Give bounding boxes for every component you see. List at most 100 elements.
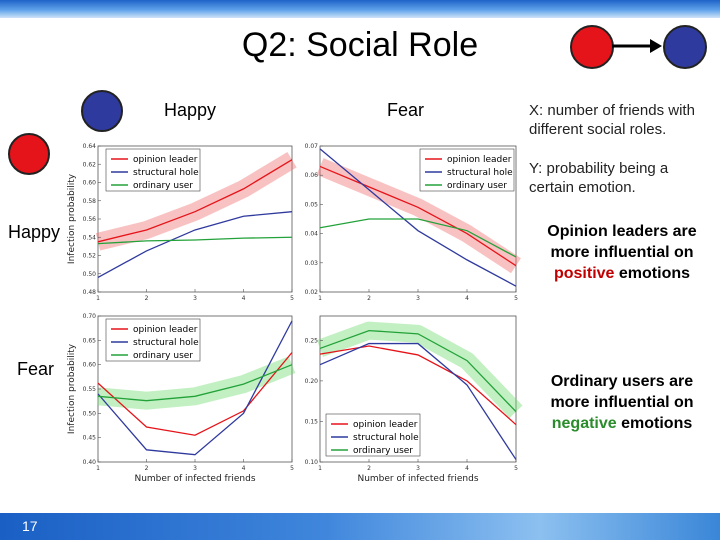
x-tick-label: 5 (514, 295, 518, 302)
series-line-ordinary-user (319, 218, 517, 258)
x-tick-label: 3 (416, 295, 420, 302)
red-node-icon (8, 133, 50, 175)
legend-box (105, 318, 201, 362)
x-tick-label: 5 (290, 465, 294, 472)
y-tick-label: 0.45 (83, 435, 97, 442)
legend-label: structural hole (133, 338, 199, 348)
y-description: probability being a certain emotion. (529, 160, 669, 196)
red-node-icon (570, 25, 614, 69)
series-line-ordinary-user (97, 364, 293, 402)
x-axis-label: Number of infected friends (357, 474, 478, 484)
y-tick-label: 0.48 (83, 289, 97, 296)
legend-box (325, 413, 421, 457)
y-tick-label: 0.10 (305, 459, 319, 466)
positive-highlight: positive (553, 265, 615, 282)
y-tick-label: 0.03 (305, 260, 319, 267)
opinion-text-1: Opinion leaders are more influential on (547, 223, 697, 261)
y-tick-label: 0.02 (305, 289, 319, 296)
y-tick-label: 0.25 (305, 337, 319, 344)
y-tick-label: 0.55 (83, 386, 97, 393)
series-line-structural-hole (97, 211, 293, 278)
legend-label: structural hole (353, 433, 419, 443)
chart-happy-fear: 0.02 0.03 0.04 0.05 0.06 0.07 1 2 3 4 5 opinion lea… (305, 143, 521, 302)
blue-node-icon (81, 90, 123, 132)
chart-happy-happy: 0.48 0.50 0.52 0.54 0.56 0.58 0.60 0.62 0.64 1 2 3 4… (67, 143, 297, 302)
x-tick-label: 2 (367, 465, 371, 472)
y-axis-explanation: Y: probability being a certain emotion. (529, 159, 714, 197)
y-tick-label: 0.04 (305, 231, 319, 238)
y-tick-label: 0.50 (83, 410, 97, 417)
y-axis-label: Infection probability (67, 173, 77, 264)
arrow-icon (612, 39, 662, 53)
y-axis-label: Infection probability (67, 343, 77, 434)
legend-label: opinion leader (133, 155, 198, 165)
x-tick-label: 1 (96, 465, 100, 472)
series-line-opinion-leader (319, 165, 517, 267)
legend-label: structural hole (447, 168, 513, 178)
x-tick-label: 1 (96, 295, 100, 302)
x-tick-label: 2 (145, 465, 149, 472)
x-tick-label: 5 (514, 465, 518, 472)
x-axis-explanation: X: number of friends with different soci… (529, 101, 714, 139)
column-label-happy: Happy (164, 100, 217, 120)
row-label-fear: Fear (17, 359, 55, 379)
y-tick-label: 0.65 (83, 337, 97, 344)
y-tick-label: 0.40 (83, 459, 97, 466)
y-tick-label: 0.60 (83, 180, 97, 187)
series-line-opinion-leader (319, 345, 517, 426)
ordinary-text-1: Ordinary users are more influential on (550, 373, 694, 411)
opinion-leaders-finding: Opinion leaders are more influential on … (534, 221, 710, 284)
y-tick-label: 0.54 (83, 234, 97, 241)
x-tick-label: 2 (145, 295, 149, 302)
opinion-text-2: emotions (618, 265, 691, 282)
column-label-fear: Fear (387, 100, 425, 120)
legend-label: ordinary user (133, 351, 193, 361)
chart-fear-fear: 0.10 0.15 0.20 0.25 1 2 3 4 5 opinion leader struc… (305, 315, 523, 484)
y-tick-label: 0.64 (83, 143, 97, 150)
x-tick-label: 5 (290, 295, 294, 302)
x-tick-label: 4 (465, 295, 469, 302)
series-line-structural-hole (319, 148, 517, 287)
legend-box (105, 148, 201, 192)
y-tick-label: 0.58 (83, 198, 97, 205)
x-prefix: X: (529, 102, 544, 119)
y-tick-label: 0.50 (83, 271, 97, 278)
legend-box (419, 148, 515, 192)
series-line-opinion-leader (97, 352, 293, 436)
negative-highlight: negative (551, 415, 617, 432)
y-tick-label: 0.60 (83, 362, 97, 369)
blue-node-icon (663, 25, 707, 69)
x-tick-label: 4 (242, 295, 246, 302)
x-tick-label: 3 (193, 295, 197, 302)
legend-label: opinion leader (353, 420, 418, 430)
y-tick-label: 0.15 (305, 418, 319, 425)
x-tick-label: 3 (193, 465, 197, 472)
chart-fear-happy: 0.40 0.45 0.50 0.55 0.60 0.65 0.70 1 2 3 4 5 opinion… (67, 313, 296, 484)
legend-label: opinion leader (447, 155, 512, 165)
y-tick-label: 0.05 (305, 201, 319, 208)
legend-label: structural hole (133, 168, 199, 178)
series-line-structural-hole (97, 320, 293, 456)
series-line-ordinary-user (97, 236, 293, 245)
ordinary-text-2: emotions (621, 415, 693, 432)
series-line-opinion-leader (97, 159, 293, 243)
x-tick-label: 1 (318, 465, 322, 472)
series-line-structural-hole (319, 342, 517, 460)
page-number: 17 (22, 518, 38, 534)
series-line-ordinary-user (319, 329, 517, 413)
ordinary-users-finding: Ordinary users are more influential on n… (534, 371, 710, 434)
legend-label: ordinary user (353, 446, 413, 456)
y-tick-label: 0.06 (305, 172, 319, 179)
y-tick-label: 0.62 (83, 161, 97, 168)
x-tick-label: 2 (367, 295, 371, 302)
x-tick-label: 1 (318, 295, 322, 302)
x-tick-label: 3 (416, 465, 420, 472)
x-tick-label: 4 (242, 465, 246, 472)
top-band (0, 0, 720, 18)
row-label-happy: Happy (8, 222, 61, 242)
x-description: number of friends with different social … (529, 102, 695, 138)
x-axis-label: Number of infected friends (134, 474, 255, 484)
y-tick-label: 0.70 (83, 313, 97, 320)
y-tick-label: 0.56 (83, 216, 97, 223)
y-tick-label: 0.52 (83, 253, 97, 260)
